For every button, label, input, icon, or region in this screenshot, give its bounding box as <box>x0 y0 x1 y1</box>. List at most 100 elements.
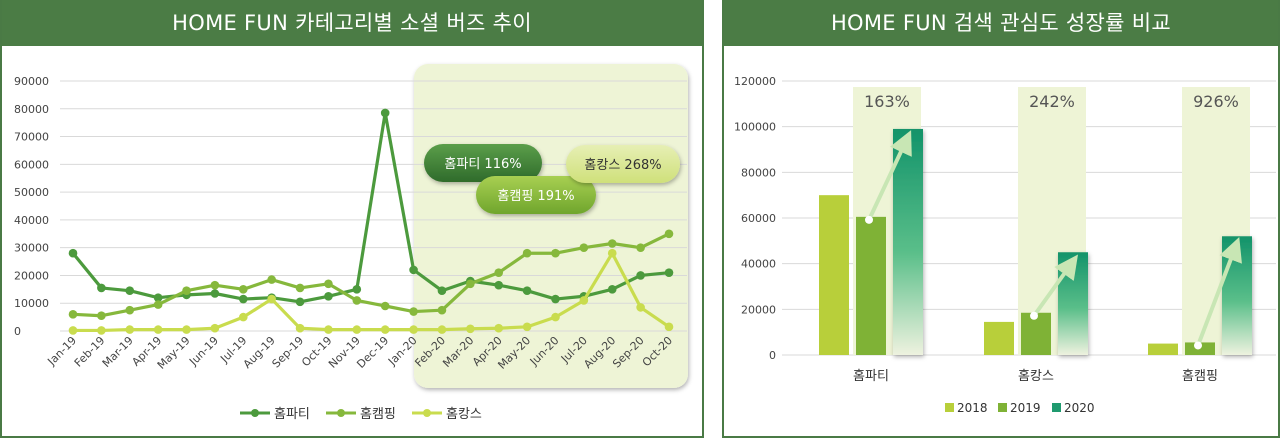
y-tick-label: 20000 <box>14 269 49 282</box>
data-point <box>551 248 560 258</box>
data-point <box>182 286 191 296</box>
social-buzz-title: HOME FUN 카테고리별 소셜 버즈 추이 <box>2 0 702 46</box>
y-tick-label: 80000 <box>14 103 49 116</box>
y-tick-label: 40000 <box>14 214 49 227</box>
bar-2018 <box>1148 343 1178 355</box>
data-point <box>607 285 617 294</box>
bar-2018 <box>819 195 849 355</box>
data-point <box>295 323 305 333</box>
bar-2018 <box>984 321 1014 355</box>
callout-home-camping <box>476 176 596 214</box>
data-point <box>352 325 362 334</box>
data-point <box>153 325 163 334</box>
x-tick-label: Dec-19 <box>354 334 391 371</box>
data-point <box>68 310 78 319</box>
legend-marker <box>423 409 431 417</box>
data-point <box>579 243 589 252</box>
growth-arrow <box>1196 237 1242 347</box>
data-point <box>68 248 78 258</box>
x-tick-label: Mar-19 <box>100 334 136 370</box>
data-point <box>522 322 532 332</box>
y-tick-label: 20000 <box>741 303 776 316</box>
legend-swatch <box>1052 403 1061 412</box>
legend-swatch <box>945 403 954 412</box>
data-point <box>494 323 504 333</box>
data-point <box>466 324 475 334</box>
legend-marker <box>337 409 345 417</box>
legend-label: 홈캠핑 <box>360 407 396 422</box>
callout-label: 홈캉스 268% <box>584 158 661 173</box>
bar-2020 <box>893 128 923 355</box>
data-point <box>352 296 362 305</box>
data-point <box>125 305 135 315</box>
data-point <box>97 283 106 293</box>
data-point <box>210 280 220 290</box>
y-tick-label: 100000 <box>734 121 776 134</box>
category-label: 홈파티 <box>853 369 889 384</box>
data-point <box>636 271 645 280</box>
data-point <box>522 248 532 258</box>
data-point <box>352 285 362 294</box>
data-point <box>153 300 163 309</box>
callout-home-party <box>424 144 542 182</box>
y-tick-label: 30000 <box>14 242 49 255</box>
data-point <box>437 305 447 315</box>
data-point <box>324 325 333 334</box>
data-point <box>551 294 560 304</box>
data-point <box>97 311 106 321</box>
data-point <box>636 303 645 312</box>
growth-arrow <box>1032 254 1079 317</box>
y-tick-label: 80000 <box>741 166 776 179</box>
data-point <box>380 301 390 311</box>
search-interest-bar-chart: 0 20000 40000 60000 80000 100000 120000 163% 홈파티… <box>734 75 1276 415</box>
data-point <box>437 325 447 334</box>
legend-marker <box>251 409 259 417</box>
growth-arrow-start <box>865 215 873 224</box>
y-tick-label: 40000 <box>741 258 776 271</box>
callout-label: 홈파티 116% <box>444 157 521 172</box>
callout-home-cance <box>566 145 680 183</box>
data-point <box>324 279 333 289</box>
data-point <box>210 323 220 333</box>
x-tick-label: Aug-19 <box>241 334 278 371</box>
x-tick-label: Sep-19 <box>270 334 307 371</box>
data-point <box>238 312 248 322</box>
data-point <box>267 275 276 284</box>
data-point <box>579 296 589 305</box>
series-line-home-cance <box>73 251 670 333</box>
search-interest-panel: HOME FUN 검색 관심도 성장률 비교 0 20000 40000 60000 8… <box>722 0 1280 438</box>
growth-rate-label: 926% <box>1193 92 1239 111</box>
data-point <box>551 312 560 322</box>
y-tick-label: 70000 <box>14 131 49 144</box>
data-point <box>494 268 504 277</box>
y-tick-label: 0 <box>769 349 776 362</box>
growth-arrow-start <box>1194 341 1202 350</box>
growth-arrow <box>867 130 912 221</box>
data-point <box>607 248 617 258</box>
social-buzz-panel: HOME FUN 카테고리별 소셜 버즈 추이 0 10000 20000 30000… <box>0 0 704 438</box>
bar-2020 <box>1222 236 1252 355</box>
data-point <box>409 307 418 316</box>
data-point <box>68 326 78 335</box>
bar-2019 <box>1021 312 1051 355</box>
data-point <box>295 297 305 307</box>
y-tick-label: 60000 <box>741 212 776 225</box>
data-point <box>664 268 674 277</box>
y-tick-label: 90000 <box>14 75 49 88</box>
legend-label: 홈파티 <box>274 407 310 422</box>
data-point <box>125 325 135 334</box>
data-point <box>494 280 504 290</box>
y-tick-label: 60000 <box>14 158 49 171</box>
legend-label: 홈캉스 <box>446 407 482 422</box>
data-point <box>210 289 220 298</box>
data-point <box>125 286 135 296</box>
growth-rate-label: 163% <box>864 92 910 111</box>
y-tick-label: 120000 <box>734 75 776 88</box>
data-point <box>380 325 390 334</box>
growth-rate-label: 242% <box>1029 92 1075 111</box>
bar-2020 <box>1058 252 1088 355</box>
bar-2019 <box>856 216 886 355</box>
growth-arrow-start <box>1030 311 1038 320</box>
category-label: 홈캉스 <box>1018 369 1054 384</box>
x-tick-label: Jun-19 <box>186 334 221 369</box>
